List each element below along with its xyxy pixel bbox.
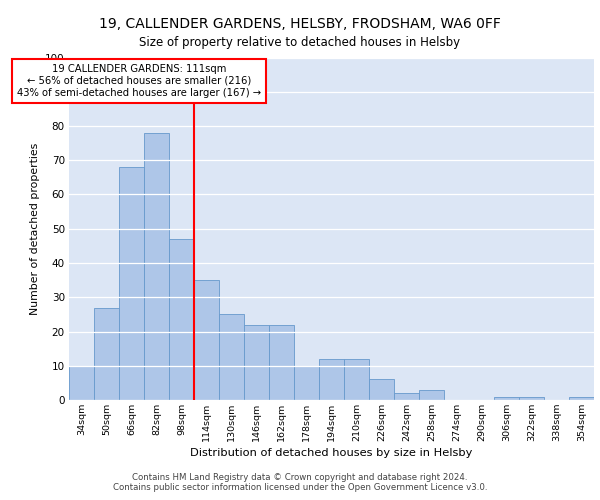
Bar: [519, 396, 544, 400]
Bar: [194, 280, 219, 400]
Bar: [69, 366, 94, 400]
Bar: [219, 314, 244, 400]
Bar: [419, 390, 444, 400]
Y-axis label: Number of detached properties: Number of detached properties: [29, 142, 40, 315]
Bar: [169, 239, 194, 400]
Bar: [269, 324, 294, 400]
Bar: [344, 359, 369, 400]
Bar: [119, 167, 144, 400]
Text: Size of property relative to detached houses in Helsby: Size of property relative to detached ho…: [139, 36, 461, 49]
Text: 19 CALLENDER GARDENS: 111sqm
← 56% of detached houses are smaller (216)
43% of s: 19 CALLENDER GARDENS: 111sqm ← 56% of de…: [17, 64, 261, 98]
Text: 19, CALLENDER GARDENS, HELSBY, FRODSHAM, WA6 0FF: 19, CALLENDER GARDENS, HELSBY, FRODSHAM,…: [99, 18, 501, 32]
Bar: [494, 396, 519, 400]
X-axis label: Distribution of detached houses by size in Helsby: Distribution of detached houses by size …: [190, 448, 473, 458]
Bar: [369, 380, 394, 400]
Bar: [394, 393, 419, 400]
Bar: [319, 359, 344, 400]
Text: Contains HM Land Registry data © Crown copyright and database right 2024.
Contai: Contains HM Land Registry data © Crown c…: [113, 473, 487, 492]
Bar: [569, 396, 594, 400]
Bar: [244, 324, 269, 400]
Bar: [94, 308, 119, 400]
Bar: [294, 366, 319, 400]
Bar: [144, 133, 169, 400]
